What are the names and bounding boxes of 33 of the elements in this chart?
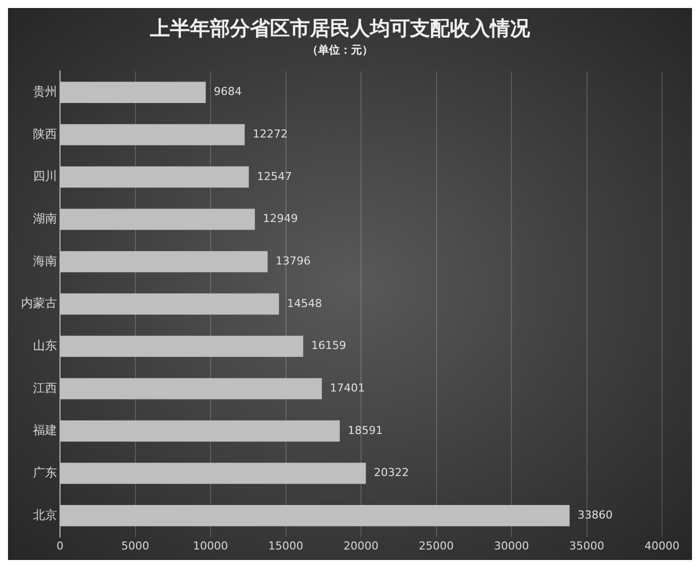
data-label: 14548 <box>286 296 322 310</box>
data-label: 16159 <box>311 339 346 352</box>
data-label: 13796 <box>276 254 311 268</box>
x-tick-label: 10000 <box>193 539 228 552</box>
data-label: 12547 <box>256 170 292 183</box>
x-tick-label: 40000 <box>644 539 680 552</box>
y-tick-label: 山东 <box>33 338 57 352</box>
y-tick-label: 海南 <box>33 254 57 268</box>
x-tick-label: 25000 <box>418 539 454 552</box>
x-tick-label: 5000 <box>121 539 150 552</box>
data-label: 20322 <box>374 466 409 480</box>
y-tick-label: 四川 <box>33 169 57 184</box>
y-tick-label: 贵州 <box>33 84 57 98</box>
data-label: 18591 <box>348 424 383 437</box>
y-tick-label: 江西 <box>33 380 57 395</box>
x-tick-label: 15000 <box>268 539 304 552</box>
chart-subtitle: （单位：元） <box>307 43 373 56</box>
x-tick-label: 35000 <box>569 539 604 552</box>
x-tick-label: 0 <box>56 539 64 552</box>
data-label: 12272 <box>252 128 288 141</box>
x-tick-label: 30000 <box>494 539 529 552</box>
y-tick-label: 内蒙古 <box>21 296 57 310</box>
y-tick-label: 北京 <box>33 508 57 522</box>
y-tick-label: 广东 <box>33 465 57 480</box>
y-tick-label: 陕西 <box>33 126 57 141</box>
y-tick-label: 福建 <box>33 423 57 438</box>
y-tick-label: 湖南 <box>33 211 57 226</box>
chart-title: 上半年部分省区市居民人均可支配收入情况 <box>149 16 531 40</box>
data-label: 17401 <box>330 382 365 395</box>
x-tick-label: 20000 <box>344 539 378 552</box>
data-label: 12949 <box>262 212 298 226</box>
data-label: 9684 <box>214 85 242 98</box>
data-label: 33860 <box>578 508 613 522</box>
